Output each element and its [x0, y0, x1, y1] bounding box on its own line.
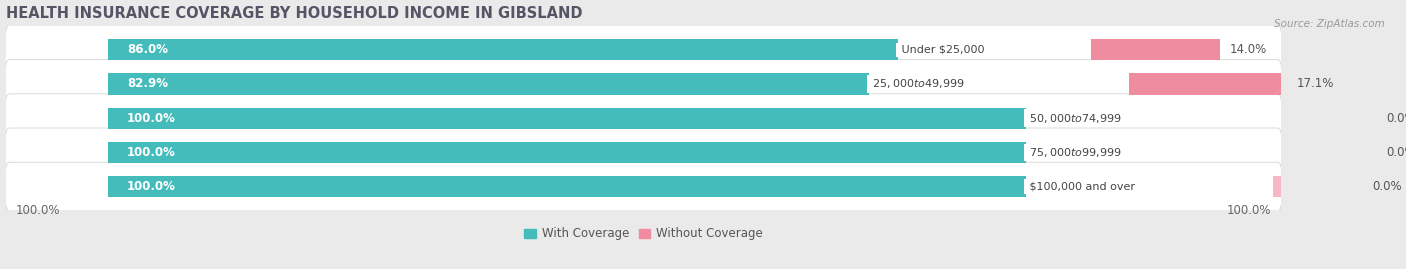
FancyBboxPatch shape [6, 162, 1281, 211]
Text: $75,000 to $99,999: $75,000 to $99,999 [1026, 146, 1123, 159]
Text: 86.0%: 86.0% [127, 43, 167, 56]
Text: 100.0%: 100.0% [127, 180, 176, 193]
Bar [1129, 73, 1286, 94]
Text: 17.1%: 17.1% [1296, 77, 1334, 90]
Text: 100.0%: 100.0% [1227, 204, 1271, 217]
Bar [1274, 176, 1362, 197]
Text: $25,000 to $49,999: $25,000 to $49,999 [869, 77, 966, 90]
Text: 100.0%: 100.0% [127, 146, 176, 159]
Text: 100.0%: 100.0% [15, 204, 60, 217]
Bar [108, 108, 1026, 129]
FancyBboxPatch shape [6, 60, 1281, 108]
Text: $100,000 and over: $100,000 and over [1026, 181, 1139, 192]
FancyBboxPatch shape [6, 94, 1281, 142]
Legend: With Coverage, Without Coverage: With Coverage, Without Coverage [519, 222, 768, 245]
Text: 14.0%: 14.0% [1230, 43, 1267, 56]
FancyBboxPatch shape [6, 128, 1281, 176]
Text: 0.0%: 0.0% [1372, 180, 1402, 193]
Bar [108, 142, 1026, 163]
FancyBboxPatch shape [6, 26, 1281, 74]
Bar [1091, 39, 1219, 60]
Text: 100.0%: 100.0% [127, 112, 176, 125]
Bar [108, 73, 869, 94]
Bar [1286, 142, 1376, 163]
Text: Source: ZipAtlas.com: Source: ZipAtlas.com [1274, 19, 1385, 29]
Bar [108, 39, 897, 60]
Text: 82.9%: 82.9% [127, 77, 167, 90]
Bar [1286, 108, 1376, 129]
Text: 0.0%: 0.0% [1386, 146, 1406, 159]
Text: $50,000 to $74,999: $50,000 to $74,999 [1026, 112, 1123, 125]
Text: HEALTH INSURANCE COVERAGE BY HOUSEHOLD INCOME IN GIBSLAND: HEALTH INSURANCE COVERAGE BY HOUSEHOLD I… [6, 6, 582, 20]
Text: Under $25,000: Under $25,000 [897, 45, 987, 55]
Bar [108, 176, 1026, 197]
Text: 0.0%: 0.0% [1386, 112, 1406, 125]
